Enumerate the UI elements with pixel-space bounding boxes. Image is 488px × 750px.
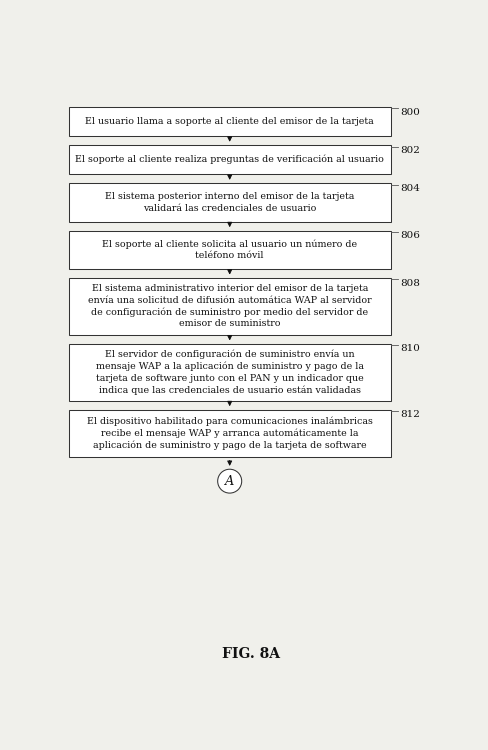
Text: El soporte al cliente realiza preguntas de verificación al usuario: El soporte al cliente realiza preguntas …	[75, 155, 384, 164]
Text: El soporte al cliente solicita al usuario un número de
teléfono móvil: El soporte al cliente solicita al usuari…	[102, 239, 357, 260]
Text: 804: 804	[399, 184, 419, 193]
Circle shape	[217, 470, 241, 493]
Text: 800: 800	[399, 108, 419, 117]
Text: 808: 808	[399, 279, 419, 288]
Text: El servidor de configuración de suministro envía un
mensaje WAP a la aplicación : El servidor de configuración de suminist…	[96, 350, 363, 394]
Bar	[69, 107, 390, 136]
Bar	[69, 230, 390, 269]
Text: FIG. 8A: FIG. 8A	[221, 646, 279, 661]
Text: El sistema administrativo interior del emisor de la tarjeta
envía una solicitud : El sistema administrativo interior del e…	[88, 284, 371, 328]
Bar	[69, 410, 390, 458]
Text: El dispositivo habilitado para comunicaciones inalámbricas
recibe el mensaje WAP: El dispositivo habilitado para comunicac…	[86, 416, 372, 450]
Text: El sistema posterior interno del emisor de la tarjeta
validará las credenciales : El sistema posterior interno del emisor …	[105, 192, 354, 213]
Text: 806: 806	[399, 231, 419, 240]
Bar	[69, 278, 390, 334]
Text: 802: 802	[399, 146, 419, 154]
Text: 810: 810	[399, 344, 419, 353]
Bar	[69, 183, 390, 222]
Text: 812: 812	[399, 410, 419, 419]
Bar	[69, 145, 390, 174]
Bar	[69, 344, 390, 400]
Text: A: A	[224, 475, 234, 488]
Text: El usuario llama a soporte al cliente del emisor de la tarjeta: El usuario llama a soporte al cliente de…	[85, 117, 373, 126]
